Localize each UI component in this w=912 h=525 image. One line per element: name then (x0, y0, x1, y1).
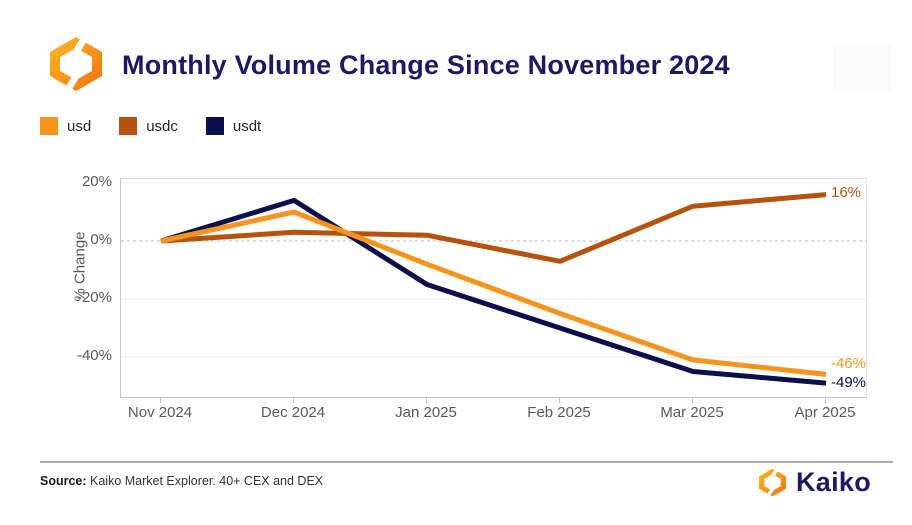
legend-item-usdc: usdc (119, 117, 178, 135)
usdt-color-swatch (205, 117, 224, 135)
x-tick-mark (160, 398, 161, 403)
y-tick-label: -40% (76, 347, 112, 364)
series-line-usd (160, 209, 827, 377)
watermark-rect (833, 46, 891, 90)
brand-name: Kaiko (796, 467, 872, 497)
usdc-color-swatch (119, 117, 138, 135)
y-tick-label: -20% (76, 289, 112, 306)
legend-item-usdt: usdt (205, 117, 262, 135)
y-axis-title: % Change (71, 231, 89, 302)
x-tick-mark (293, 398, 294, 403)
brand-lockup: Kaiko (756, 466, 871, 499)
source-label: Source: (40, 474, 87, 488)
x-tick-label: Apr 2025 (794, 404, 856, 421)
x-tick-label: Nov 2024 (127, 404, 193, 421)
source-text: Kaiko Market Explorer. 40+ CEX and DEX (86, 474, 324, 488)
x-tick-label: Jan 2025 (395, 404, 457, 421)
x-tick-mark (559, 398, 560, 403)
y-tick-label: 0% (90, 231, 112, 248)
x-tick-mark (825, 398, 826, 403)
x-tick-label: Feb 2025 (527, 404, 591, 421)
series-line-usdt (160, 197, 827, 386)
footer-divider (40, 461, 893, 463)
kaiko-logo-icon (50, 33, 102, 95)
end-label-usdt: -49% (831, 374, 867, 392)
x-tick-label: Mar 2025 (660, 404, 724, 421)
x-tick-label: Dec 2024 (260, 404, 326, 421)
plot-svg (121, 182, 866, 386)
legend-label-usdc: usdc (146, 117, 178, 135)
end-label-usdc: 16% (831, 183, 862, 201)
plot-area (120, 178, 867, 398)
end-label-usd: -46% (831, 355, 867, 373)
source-line: Source: Kaiko Market Explorer. 40+ CEX a… (40, 474, 323, 488)
kaiko-logo-icon-small (759, 466, 786, 499)
x-tick-mark (426, 398, 427, 403)
page-title: Monthly Volume Change Since November 202… (122, 50, 730, 80)
legend-item-usd: usd (40, 117, 91, 135)
y-tick-label: 20% (81, 173, 112, 190)
series-line-usdc (160, 192, 827, 264)
legend-label-usdt: usdt (232, 117, 262, 135)
chart-legend: usd usdc usdt (40, 117, 261, 135)
x-tick-mark (692, 398, 693, 403)
legend-label-usd: usd (67, 117, 92, 135)
usd-color-swatch (40, 117, 58, 135)
